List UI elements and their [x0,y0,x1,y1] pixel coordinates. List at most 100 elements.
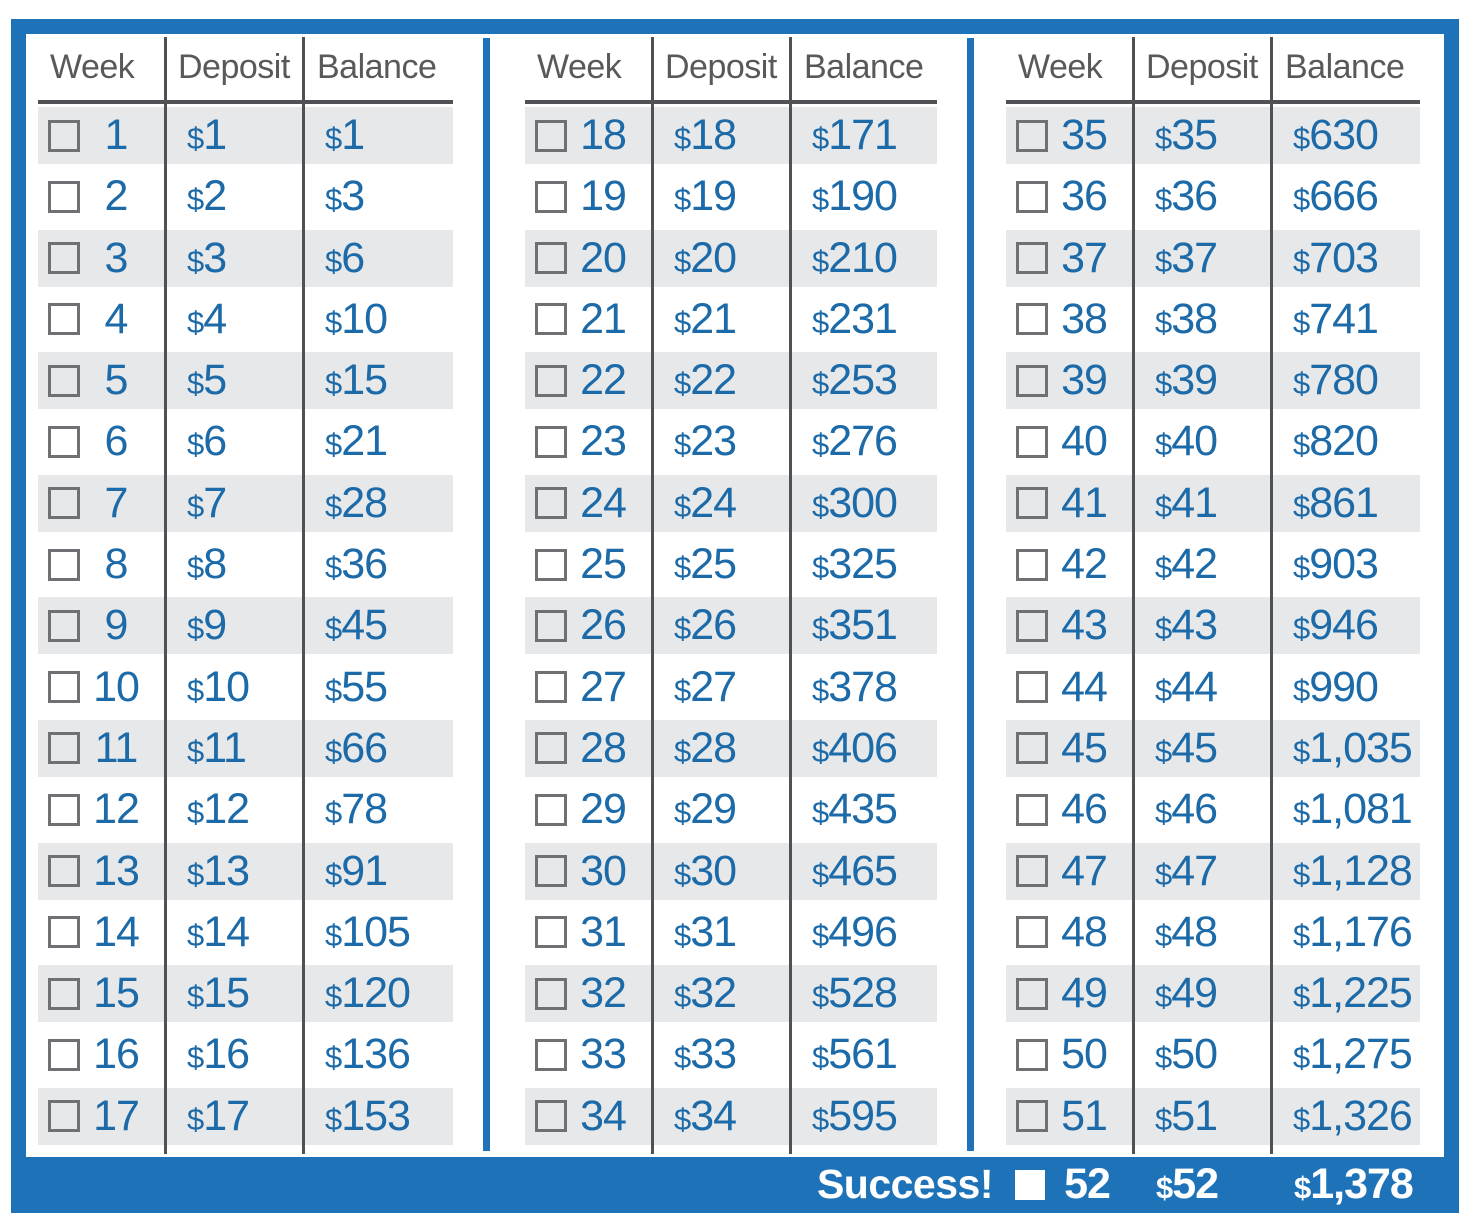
deposit-value: $18 [674,111,737,159]
deposit-value: $51 [1155,1091,1218,1140]
week-number: 32 [580,969,627,1018]
table-row: 14 $14 $105 [38,904,453,961]
week-checkbox[interactable] [48,548,80,581]
week-cell: 22 [525,352,651,409]
week-checkbox[interactable] [535,548,567,581]
week-number: 29 [580,785,627,834]
deposit-value: $22 [674,356,737,405]
week-checkbox[interactable] [535,977,567,1010]
week-checkbox[interactable] [48,855,80,888]
week-checkbox[interactable] [48,303,80,336]
deposit-value: $48 [1155,907,1218,956]
week-checkbox[interactable] [1016,303,1048,336]
week-checkbox[interactable] [48,916,80,949]
table-row: 23 $23 $276 [525,413,937,470]
week-checkbox[interactable] [48,364,80,397]
week-checkbox[interactable] [535,916,567,949]
week-checkbox[interactable] [535,425,567,458]
week-cell: 18 [525,107,651,164]
week-cell: 36 [1006,168,1132,225]
column-separator-line [1132,37,1135,1154]
week-checkbox[interactable] [48,487,80,520]
week-checkbox[interactable] [48,425,80,458]
week-checkbox[interactable] [1016,242,1048,275]
success-label: Success! [816,1161,994,1207]
week-checkbox[interactable] [1016,119,1048,152]
week-checkbox[interactable] [535,180,567,213]
week-cell: 43 [1006,597,1132,654]
week-checkbox[interactable] [1016,916,1048,949]
week-checkbox[interactable] [1016,487,1048,520]
week-checkbox[interactable] [1016,1038,1048,1071]
balance-value: $253 [812,356,898,405]
week-checkbox[interactable] [1016,793,1048,826]
week-checkbox[interactable] [1016,425,1048,458]
deposit-value: $14 [187,907,250,956]
week-checkbox[interactable] [535,855,567,888]
week-checkbox[interactable] [535,242,567,275]
deposit-value: $2 [187,172,227,221]
week-cell: 46 [1006,781,1132,838]
deposit-value: $44 [1155,662,1218,711]
week-checkbox[interactable] [48,1100,80,1133]
week-cell: 24 [525,475,651,532]
week-cell: 41 [1006,475,1132,532]
week-checkbox[interactable] [48,609,80,642]
balance-value: $276 [812,417,898,466]
table-row: 24 $24 $300 [525,474,937,532]
week-checkbox[interactable] [1016,364,1048,397]
week-cell: 12 [38,781,164,838]
week-checkbox[interactable] [48,671,80,704]
balance-value: $780 [1293,356,1379,405]
week-checkbox[interactable] [1016,609,1048,642]
balance-value: $1 [325,111,365,159]
week-checkbox[interactable] [48,119,80,152]
balance-value: $325 [812,540,898,589]
week-checkbox[interactable] [1016,855,1048,888]
deposit-value: $32 [674,969,737,1018]
deposit-value: $23 [674,417,737,466]
week-checkbox[interactable] [535,609,567,642]
balance-value: $561 [812,1030,898,1079]
week-checkbox[interactable] [48,180,80,213]
week-checkbox[interactable] [535,1100,567,1133]
deposit-value: $15 [187,969,250,1018]
week-checkbox[interactable] [535,487,567,520]
balance-value: $1,326 [1293,1091,1413,1140]
week-number: 49 [1061,969,1108,1018]
week-checkbox[interactable] [48,242,80,275]
week-checkbox[interactable] [48,977,80,1010]
column-separator-line [164,37,167,1154]
balance-value: $435 [812,785,898,834]
week-checkbox[interactable] [1016,671,1048,704]
week-checkbox[interactable] [535,732,567,765]
weeks-table-2: Week Deposit Balance 18 $18 $171 19 $19 … [525,34,937,1156]
balance-value: $666 [1293,172,1379,221]
week-checkbox[interactable] [535,364,567,397]
week-checkbox[interactable] [1016,180,1048,213]
week-checkbox[interactable] [535,793,567,826]
week-number: 10 [93,662,140,711]
table-row: 15 $15 $120 [38,965,453,1023]
week-number: 9 [104,601,129,650]
week-checkbox[interactable] [535,671,567,704]
week-52-checkbox[interactable] [1015,1170,1045,1200]
week-checkbox[interactable] [48,1038,80,1071]
balance-value: $1,128 [1293,846,1413,895]
week-checkbox[interactable] [48,732,80,765]
week-checkbox[interactable] [1016,732,1048,765]
week-cell: 44 [1006,659,1132,716]
week-checkbox[interactable] [1016,1100,1048,1133]
week-cell: 19 [525,168,651,225]
week-checkbox[interactable] [1016,548,1048,581]
deposit-value: $12 [187,785,250,834]
table-header: Week Deposit Balance [38,34,453,104]
table-row: 37 $37 $703 [1006,229,1420,287]
week-checkbox[interactable] [535,1038,567,1071]
deposit-value: $46 [1155,785,1218,834]
weeks-table-1: Week Deposit Balance 1 $1 $1 2 $2 $3 3 $… [38,34,453,1156]
week-checkbox[interactable] [1016,977,1048,1010]
week-checkbox[interactable] [535,119,567,152]
week-checkbox[interactable] [535,303,567,336]
week-checkbox[interactable] [48,793,80,826]
